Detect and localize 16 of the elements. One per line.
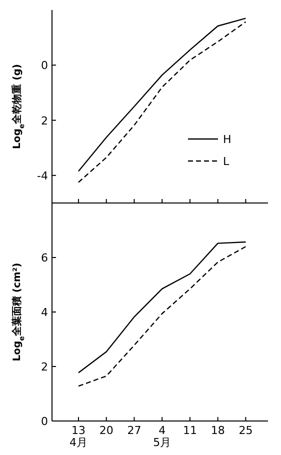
x-tick-label: 20 bbox=[99, 424, 114, 437]
legend-label: L bbox=[223, 155, 230, 168]
y-tick-label: 2 bbox=[41, 114, 48, 128]
y-tick-label: 4 bbox=[41, 306, 48, 319]
x-tick-label: 13 4月 bbox=[69, 424, 88, 449]
y-tick-label: 6 bbox=[41, 252, 48, 264]
x-tick-label: 18 bbox=[210, 424, 225, 437]
y-tick-label: 0 bbox=[41, 59, 48, 72]
x-tick-label: 27 bbox=[127, 424, 142, 437]
x-tick-label: 4 5月 bbox=[153, 424, 172, 449]
y-tick-label: 2 bbox=[41, 360, 48, 374]
x-tick-label: 11 bbox=[182, 424, 197, 437]
y-tick-label: 0 bbox=[41, 415, 48, 428]
legend-label: H bbox=[223, 133, 232, 146]
x-tick-label: 25 bbox=[238, 424, 253, 437]
y-tick-label: -4 bbox=[37, 169, 48, 182]
